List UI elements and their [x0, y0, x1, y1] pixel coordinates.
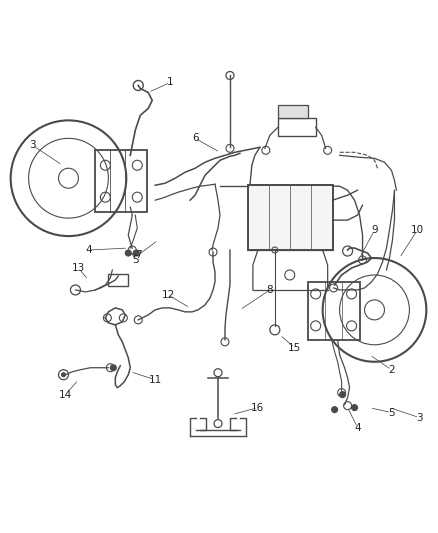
Circle shape [125, 250, 131, 256]
Text: 2: 2 [388, 365, 395, 375]
Text: 16: 16 [251, 402, 265, 413]
Text: 3: 3 [29, 140, 36, 150]
Text: 6: 6 [192, 133, 198, 143]
Bar [95, 150, 147, 212]
Circle shape [110, 365, 117, 371]
Text: 9: 9 [371, 225, 378, 235]
Text: 4: 4 [85, 245, 92, 255]
Text: 1: 1 [167, 77, 173, 87]
Bar [308, 282, 360, 340]
Text: 3: 3 [416, 413, 423, 423]
Text: 8: 8 [267, 285, 273, 295]
Bar [278, 106, 308, 118]
Bar [108, 274, 128, 286]
Text: 7: 7 [135, 250, 141, 260]
Text: 13: 13 [72, 263, 85, 273]
Text: 14: 14 [59, 390, 72, 400]
Bar [278, 118, 316, 136]
Text: 4: 4 [354, 423, 361, 433]
Text: 15: 15 [288, 343, 301, 353]
Text: 5: 5 [132, 255, 138, 265]
Text: 10: 10 [411, 225, 424, 235]
Circle shape [61, 373, 66, 377]
Circle shape [339, 392, 346, 398]
Circle shape [133, 250, 139, 256]
Circle shape [352, 405, 357, 410]
Text: 5: 5 [388, 408, 395, 418]
Circle shape [332, 407, 338, 413]
Text: 11: 11 [148, 375, 162, 385]
Text: 12: 12 [162, 290, 175, 300]
Bar [248, 185, 332, 250]
